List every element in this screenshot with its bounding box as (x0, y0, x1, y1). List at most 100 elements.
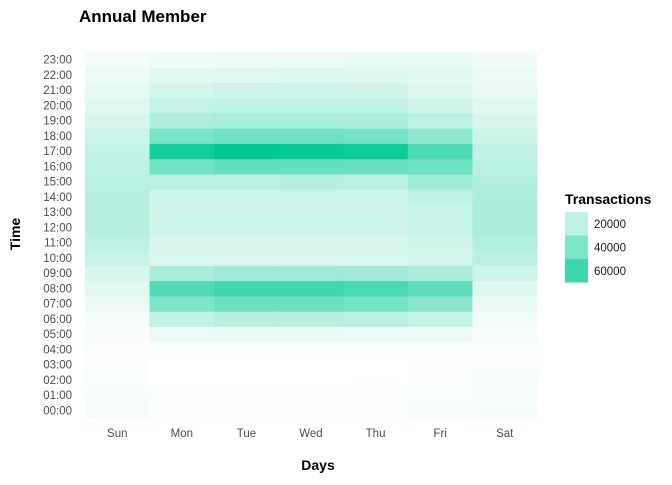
heatmap-cell (214, 219, 280, 236)
heatmap-cell (214, 189, 280, 205)
heatmap-cell (343, 174, 409, 190)
y-tick-label: 23:00 (43, 55, 72, 67)
heatmap-cell (278, 280, 344, 297)
y-tick-label: 10:00 (43, 253, 72, 265)
heatmap-cells (85, 52, 538, 419)
heatmap-cell (343, 128, 409, 144)
legend: Transactions 20000 40000 60000 (565, 191, 652, 283)
heatmap-cell (278, 265, 344, 282)
heatmap-cell (343, 341, 409, 358)
heatmap-cell (343, 357, 409, 373)
heatmap-cell (149, 204, 215, 221)
heatmap-cell (472, 341, 538, 358)
legend-title: Transactions (565, 191, 652, 207)
heatmap-cell (278, 311, 344, 327)
heatmap-cell (85, 235, 150, 251)
heatmap-cell (214, 113, 280, 129)
heatmap-cell (214, 52, 280, 68)
heatmap-cell (472, 387, 538, 404)
heatmap-cell (407, 311, 473, 327)
heatmap-cell (85, 265, 150, 282)
heatmap-cell (149, 97, 215, 114)
heatmap-cell (149, 158, 215, 175)
heatmap-cell (472, 250, 538, 266)
heatmap-cell (407, 296, 473, 312)
heatmap-cell (278, 219, 344, 236)
heatmap-cell (85, 158, 150, 175)
legend-label: 60000 (594, 266, 626, 278)
heatmap-cell (278, 97, 344, 114)
heatmap-cell (278, 143, 344, 160)
heatmap-cell (407, 97, 473, 114)
y-tick-label: 19:00 (43, 116, 72, 128)
heatmap-cell (278, 52, 344, 68)
heatmap-cell (472, 82, 538, 99)
y-tick-label: 07:00 (43, 299, 72, 311)
heatmap-cell (472, 326, 538, 343)
heatmap-cell (214, 265, 280, 282)
heatmap-cell (85, 311, 150, 327)
heatmap-cell (472, 265, 538, 282)
heatmap-cell (149, 341, 215, 358)
heatmap-cell (149, 296, 215, 312)
heatmap-cell (343, 296, 409, 312)
heatmap-cell (214, 296, 280, 312)
y-tick-label: 03:00 (43, 360, 72, 372)
heatmap-cell (407, 67, 473, 83)
heatmap-cell (407, 143, 473, 160)
y-tick-label: 01:00 (43, 390, 72, 402)
y-tick-label: 12:00 (43, 222, 72, 234)
heatmap-cell (149, 250, 215, 266)
heatmap-cell (149, 311, 215, 327)
heatmap-cell (343, 372, 409, 388)
heatmap-cell (472, 372, 538, 388)
heatmap-cell (214, 143, 280, 160)
heatmap-cell (214, 280, 280, 297)
heatmap-cell (472, 52, 538, 68)
legend-key (565, 212, 588, 236)
heatmap-cell (407, 402, 473, 419)
y-tick-label: 14:00 (43, 192, 72, 204)
heatmap-cell (85, 296, 150, 312)
heatmap-cell (343, 82, 409, 99)
legend-key (565, 235, 588, 259)
heatmap-cell (343, 326, 409, 343)
heatmap-cell (214, 174, 280, 190)
heatmap-cell (407, 235, 473, 251)
heatmap-cell (472, 311, 538, 327)
heatmap-cell (85, 82, 150, 99)
heatmap-cell (472, 204, 538, 221)
heatmap-cell (85, 128, 150, 144)
heatmap-cell (278, 174, 344, 190)
heatmap-cell (85, 219, 150, 236)
heatmap-cell (278, 67, 344, 83)
heatmap-cell (278, 158, 344, 175)
heatmap-cell (343, 387, 409, 404)
heatmap-cell (407, 326, 473, 343)
heatmap-cell (85, 250, 150, 266)
heatmap-cell (149, 265, 215, 282)
heatmap-cell (214, 97, 280, 114)
heatmap-cell (407, 174, 473, 190)
heatmap-cell (407, 158, 473, 175)
x-tick-labels: Sun Mon Tue Wed Thu Fri Sat (107, 428, 514, 440)
heatmap-cell (278, 128, 344, 144)
heatmap-cell (278, 402, 344, 419)
heatmap-cell (407, 219, 473, 236)
heatmap-cell (343, 67, 409, 83)
heatmap-cell (343, 97, 409, 114)
heatmap-cell (149, 326, 215, 343)
y-tick-label: 02:00 (43, 375, 72, 387)
heatmap-cell (85, 372, 150, 388)
y-tick-label: 17:00 (43, 146, 72, 158)
heatmap-cell (149, 402, 215, 419)
heatmap-cell (343, 189, 409, 205)
heatmap-cell (472, 128, 538, 144)
heatmap-cell (343, 402, 409, 419)
heatmap-cell (343, 235, 409, 251)
heatmap-cell (214, 372, 280, 388)
x-tick-label: Sun (107, 428, 127, 440)
heatmap-cell (278, 82, 344, 99)
